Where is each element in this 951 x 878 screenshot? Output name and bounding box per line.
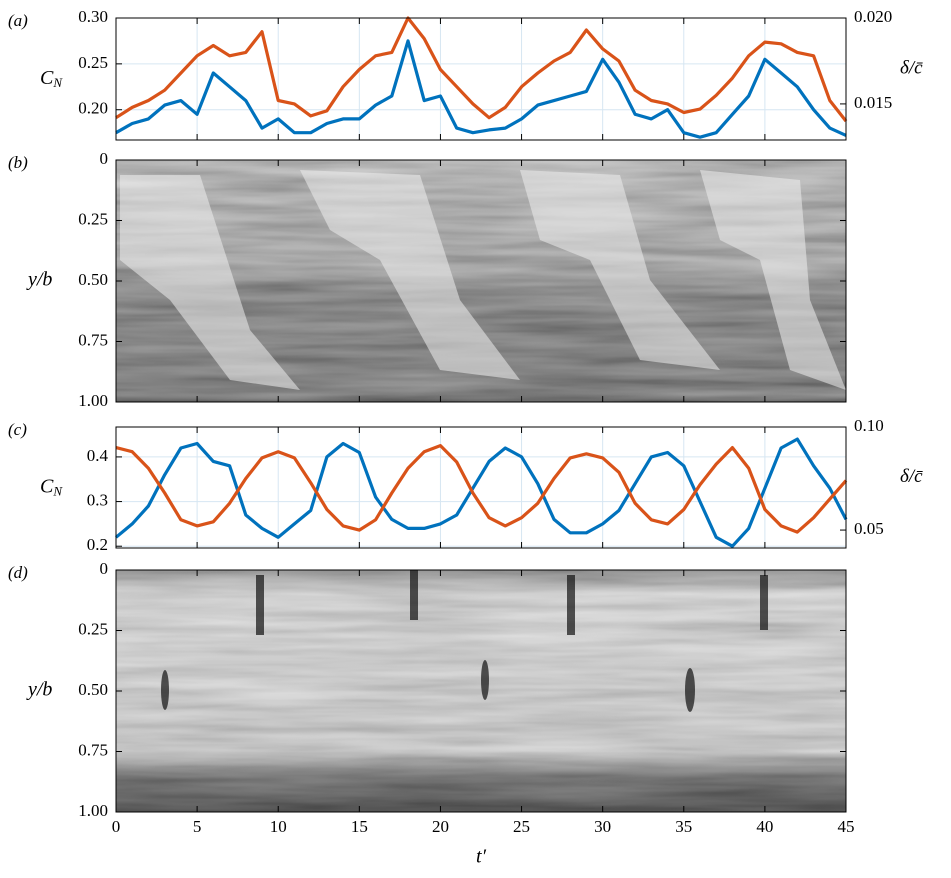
- y-axis-label: y/b: [26, 679, 52, 701]
- y-tick-label: 0.3: [87, 490, 108, 509]
- x-tick-label: 20: [432, 817, 449, 836]
- image-panel-d: [116, 570, 846, 812]
- x-tick-label: 10: [270, 817, 287, 836]
- data-line: [115, 16, 848, 123]
- y-tick-label: 0.20: [78, 99, 108, 118]
- y2-tick-label: 0.10: [854, 416, 884, 435]
- y2-tick-label: 0.05: [854, 519, 884, 538]
- y2-axis-label: δ/c̄: [900, 466, 923, 487]
- y-tick-label: 0.25: [78, 53, 108, 72]
- x-tick-label: 40: [756, 817, 773, 836]
- y-axis-label: y/b: [26, 269, 52, 291]
- y2-tick-label: 0.020: [854, 7, 892, 26]
- axes-frame: [115, 426, 847, 549]
- y-tick-label: 0.25: [78, 209, 108, 228]
- y-tick-label: 0.50: [78, 680, 108, 699]
- x-tick-label: 5: [193, 817, 202, 836]
- panel-label: (a): [8, 11, 28, 30]
- y-tick-label: 1.00: [78, 391, 108, 410]
- x-tick-label: 30: [594, 817, 611, 836]
- y-tick-label: 1.00: [78, 801, 108, 820]
- x-axis-label: t′: [476, 846, 487, 868]
- y-tick-label: 0.50: [78, 270, 108, 289]
- y-tick-label: 0: [100, 559, 109, 578]
- data-line: [115, 444, 848, 534]
- y-axis-label-main: C: [40, 67, 54, 89]
- y-tick-label: 0.4: [87, 446, 109, 465]
- y-tick-label: 0.75: [78, 330, 108, 349]
- y-axis-label: CN: [40, 475, 63, 498]
- y-axis-label-sub: N: [52, 75, 63, 90]
- panel-label: (b): [8, 153, 28, 172]
- image-panel-b: [116, 160, 846, 402]
- y-tick-label: 0.75: [78, 740, 108, 759]
- y-axis-label: CN: [40, 67, 63, 90]
- x-tick-label: 25: [513, 817, 530, 836]
- x-tick-label: 15: [351, 817, 368, 836]
- y-tick-label: 0.25: [78, 619, 108, 638]
- y-tick-label: 0.30: [78, 7, 108, 26]
- y2-tick-label: 0.015: [854, 93, 892, 112]
- panel-label: (c): [8, 420, 27, 439]
- y-axis-label-main: C: [40, 475, 54, 497]
- panel-label: (d): [8, 563, 28, 582]
- y-tick-label: 0.2: [87, 535, 108, 554]
- axes-frame: [115, 17, 847, 141]
- y-axis-label-sub: N: [52, 483, 63, 498]
- x-tick-label: 35: [675, 817, 692, 836]
- y-tick-label: 0: [100, 149, 109, 168]
- x-tick-label: 45: [838, 817, 855, 836]
- x-tick-label: 0: [112, 817, 121, 836]
- y2-axis-label: δ/c̄: [900, 57, 923, 78]
- data-line: [115, 39, 847, 139]
